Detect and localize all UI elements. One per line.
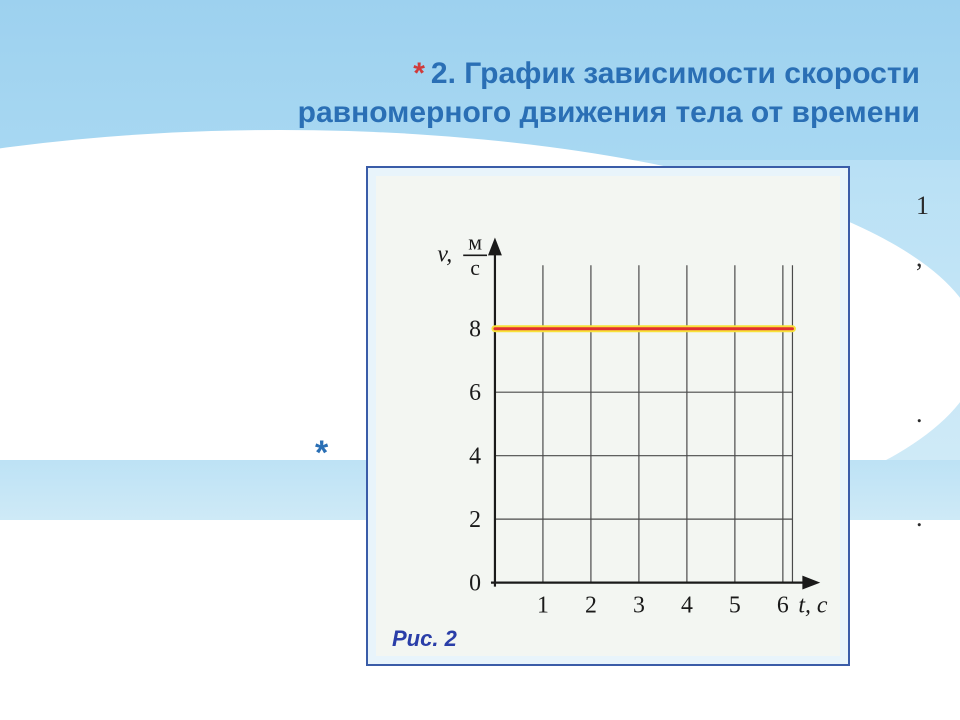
svg-text:1: 1 bbox=[537, 592, 549, 618]
svg-text:v,: v, bbox=[437, 241, 452, 267]
clipped-text-right: 1 , . . bbox=[916, 180, 930, 544]
svg-text:t, с: t, с bbox=[798, 592, 828, 618]
svg-text:3: 3 bbox=[633, 592, 645, 618]
svg-text:4: 4 bbox=[469, 444, 481, 470]
title-line2: равномерного движения тела от времени bbox=[298, 96, 920, 129]
svg-text:6: 6 bbox=[469, 380, 481, 406]
chart-container: 1 2 3 4 5 6 0 2 4 6 8 v, мс t, с Рис. 2 bbox=[366, 166, 850, 666]
svg-text:5: 5 bbox=[729, 592, 741, 618]
decorative-asterisk: * bbox=[315, 434, 328, 473]
svg-text:0: 0 bbox=[469, 571, 481, 597]
svg-text:4: 4 bbox=[681, 592, 693, 618]
svg-text:2: 2 bbox=[469, 507, 481, 533]
figure-caption: Рис. 2 bbox=[392, 626, 457, 652]
svg-text:с: с bbox=[470, 256, 480, 280]
velocity-chart: 1 2 3 4 5 6 0 2 4 6 8 v, мс t, с bbox=[368, 168, 848, 664]
svg-text:м: м bbox=[468, 230, 482, 254]
svg-text:8: 8 bbox=[469, 317, 481, 343]
svg-text:6: 6 bbox=[777, 592, 789, 618]
title-asterisk: * bbox=[413, 57, 425, 90]
title-line1: 2. График зависимости скорости bbox=[431, 57, 920, 90]
svg-text:2: 2 bbox=[585, 592, 597, 618]
slide-title: *2. График зависимости скорости равномер… bbox=[120, 54, 920, 132]
